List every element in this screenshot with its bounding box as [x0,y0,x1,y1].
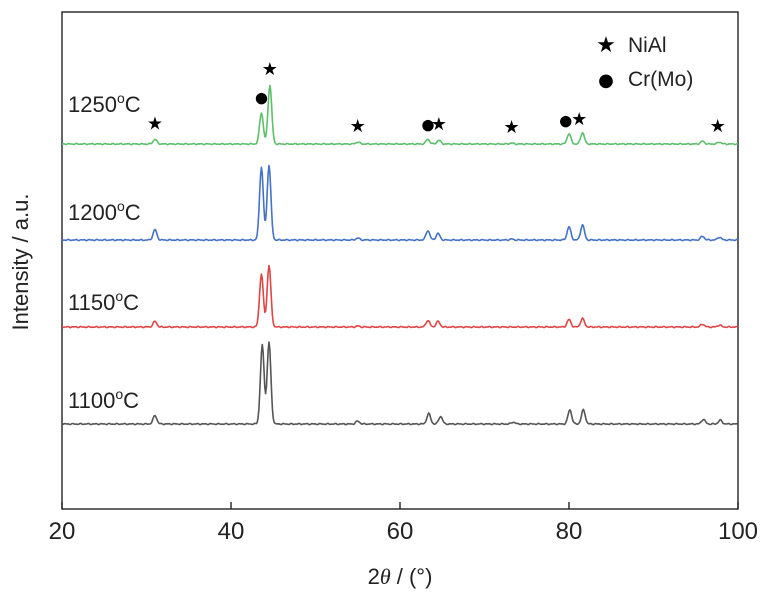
phase-markers: ★●★★ ●★ ★ ●★ ★ [147,59,726,138]
legend-circle-icon: ● [598,70,614,91]
x-axis-ticks: 20 40 60 80 100 [49,502,758,545]
legend: ★ NiAl ● Cr(Mo) [596,33,693,91]
x-axis-label-prefix: 2 [368,564,380,589]
crmo-circle-marker: ● [421,115,434,133]
series-1150c-line [61,264,739,329]
x-tick-label: 60 [387,518,414,545]
x-tick-label: 40 [218,518,245,545]
nial-star-marker: ★ [350,116,366,137]
x-axis-label-theta: θ [380,564,391,589]
legend-label-crmo: Cr(Mo) [628,68,693,91]
crmo-circle-marker: ● [255,89,268,107]
legend-star-icon: ★ [596,33,616,58]
series-layer: 1250oC 1200oC 1150oC 1100oC [61,84,739,426]
x-tick-label: 80 [556,518,583,545]
series-1200c-label: 1200oC [68,198,141,225]
nial-star-marker: ★ [262,59,278,80]
nial-star-marker: ★ [571,109,587,130]
y-axis-label: Intensity / a.u. [8,194,33,331]
series-1250c-line [61,84,739,146]
series-1100c-label: 1100oC [68,386,139,413]
nial-star-marker: ★ [431,114,447,135]
series-1150c-label: 1150oC [68,288,139,315]
x-tick-label: 100 [718,518,758,545]
crmo-circle-marker: ● [559,112,572,130]
x-axis-label-unit: / (°) [391,564,433,589]
series-1200c-line [61,164,739,242]
legend-label-nial: NiAl [628,34,667,57]
series-1100c-line [61,341,739,426]
nial-star-marker: ★ [710,116,726,137]
nial-star-marker: ★ [503,117,519,138]
series-1250c-label: 1250oC [68,90,141,117]
x-axis-label: 2θ / (°) [368,564,433,589]
nial-star-marker: ★ [147,113,163,134]
x-tick-label: 20 [49,518,76,545]
